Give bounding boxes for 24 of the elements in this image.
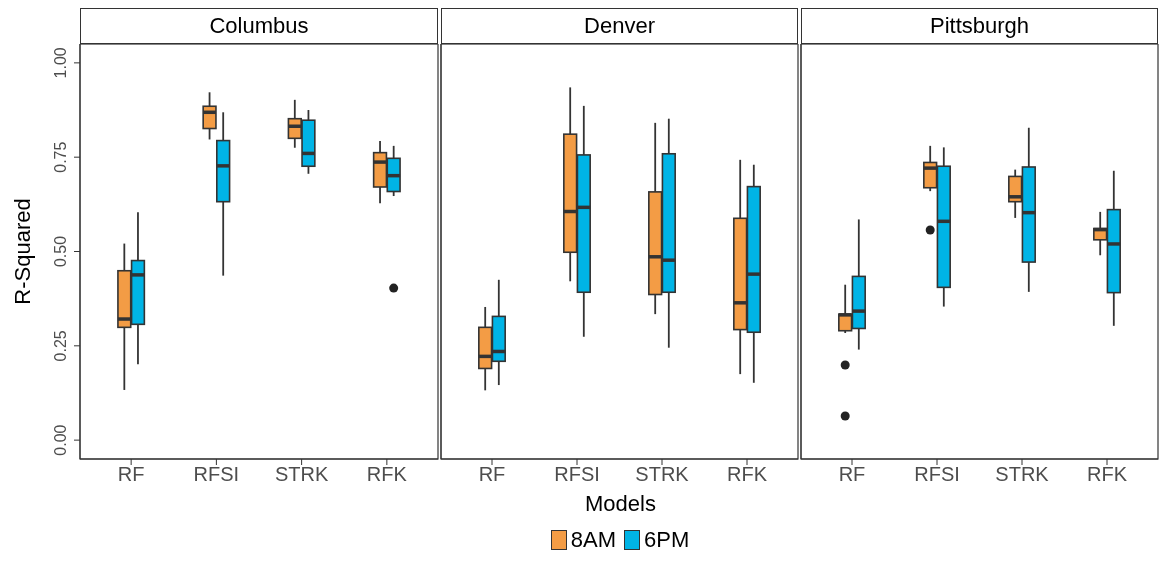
legend-label: 6PM (644, 527, 690, 553)
x-tick-label: RF (838, 463, 866, 486)
x-tick-label: RFSI (193, 463, 240, 486)
y-tick-label: 0.25 (52, 330, 69, 362)
chart-title: Columbus (80, 8, 438, 44)
x-tick-label: RF (478, 463, 506, 486)
x-tick-label: RFK (366, 463, 408, 486)
x-tick-label: STRK (274, 463, 329, 486)
x-tick-label: STRK (995, 463, 1050, 486)
legend-label: 8AM (570, 527, 616, 553)
y-axis-title: R-Squared (9, 198, 35, 305)
y-tick-label: 0.75 (52, 141, 69, 173)
chart-title: Pittsburgh (801, 8, 1158, 44)
x-tick-label: STRK (635, 463, 690, 486)
y-tick-label: 1.00 (52, 47, 69, 79)
chart-title: Denver (441, 8, 798, 44)
x-tick-label: RFSI (554, 463, 600, 486)
x-tick-label: RFK (727, 463, 768, 486)
x-axis-title: Models (584, 491, 657, 517)
x-tick-label: RF (117, 463, 145, 486)
x-tick-label: RFK (1087, 463, 1128, 486)
y-tick-label: 0.50 (52, 235, 69, 268)
x-tick-label: RFSI (914, 463, 960, 486)
y-tick-label: 0.00 (52, 424, 69, 456)
